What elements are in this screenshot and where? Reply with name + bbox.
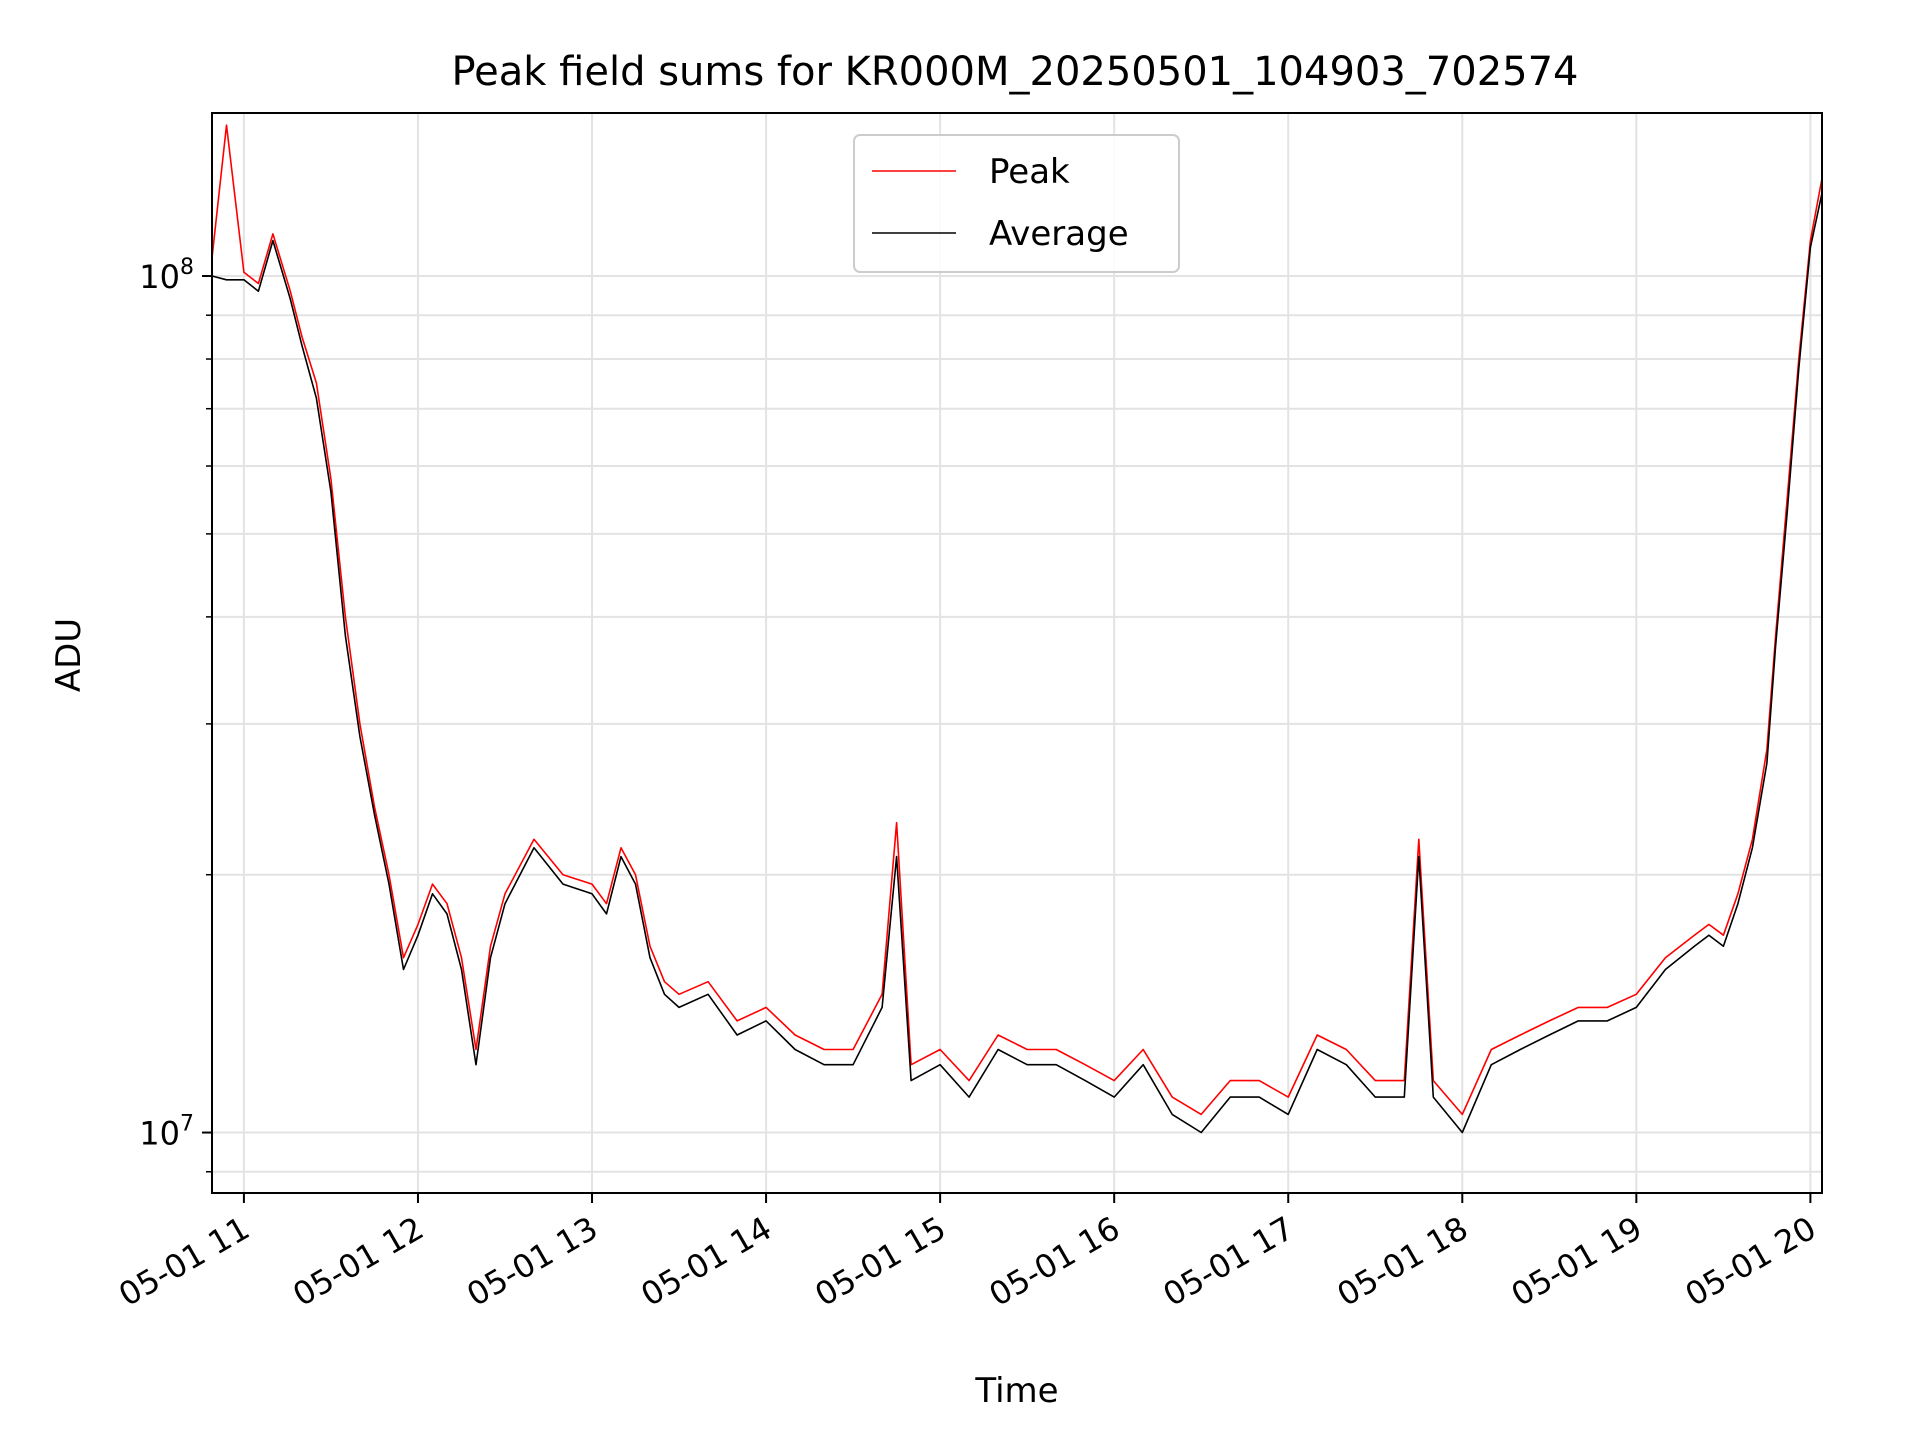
plot-frame (211, 112, 1823, 1194)
legend-average-label: Average (989, 214, 1129, 254)
y-tick-label: 108 (139, 255, 194, 296)
plot-area (211, 124, 1823, 1134)
grid (212, 113, 1822, 1193)
x-axis-label: Time (974, 1371, 1058, 1411)
legend-peak-label: Peak (989, 152, 1070, 192)
y-tick-label: 107 (139, 1112, 194, 1153)
series-line-peak (211, 124, 1823, 1116)
series-line-average (211, 192, 1823, 1134)
y-axis-label: ADU (49, 618, 89, 692)
chart-title: Peak field sums for KR000M_20250501_1049… (451, 49, 1578, 95)
legend-box (853, 134, 1180, 273)
legend: Peak Average (853, 134, 1180, 273)
